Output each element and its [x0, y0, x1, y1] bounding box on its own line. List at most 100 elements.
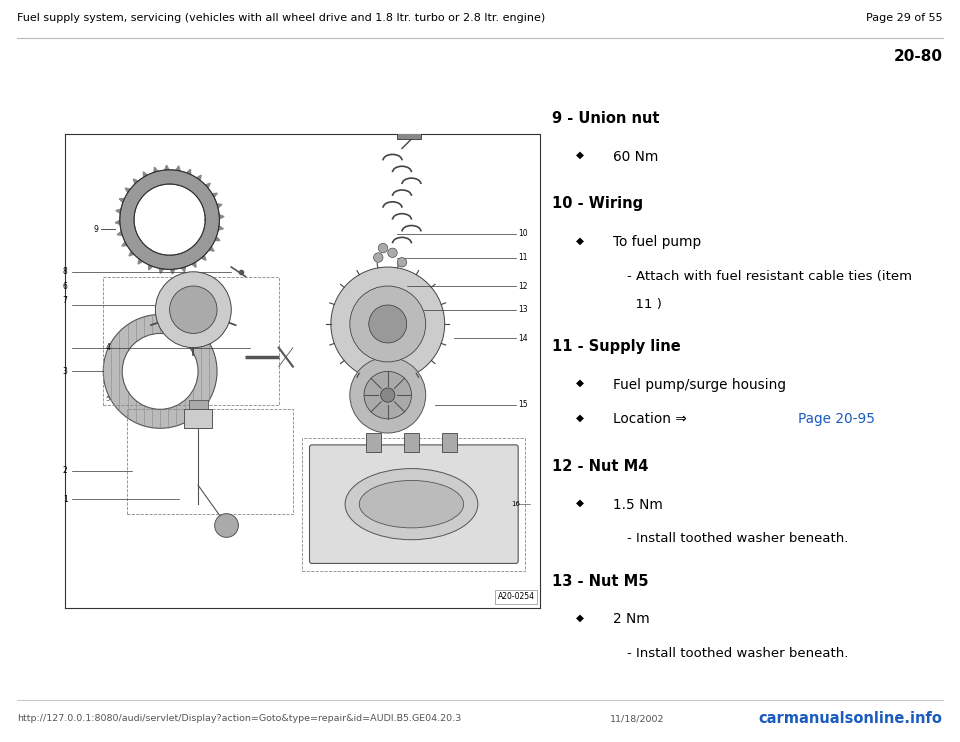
Circle shape: [156, 272, 231, 348]
Text: - Install toothed washer beneath.: - Install toothed washer beneath.: [627, 647, 848, 660]
Text: 6: 6: [62, 281, 67, 291]
Polygon shape: [149, 167, 158, 176]
Ellipse shape: [359, 481, 464, 528]
Text: Fuel pump/surge housing: Fuel pump/surge housing: [613, 378, 786, 392]
Polygon shape: [139, 172, 149, 182]
Circle shape: [349, 286, 425, 362]
Text: 4: 4: [106, 343, 110, 352]
Text: 3: 3: [62, 367, 67, 376]
Ellipse shape: [345, 469, 478, 539]
Text: 16: 16: [512, 501, 520, 508]
Text: ◆: ◆: [576, 235, 584, 246]
Polygon shape: [122, 240, 132, 250]
Polygon shape: [191, 257, 200, 267]
Bar: [367, 433, 381, 452]
Circle shape: [122, 333, 198, 410]
Circle shape: [381, 388, 395, 402]
Text: 11: 11: [518, 253, 528, 262]
Circle shape: [378, 243, 388, 253]
Polygon shape: [191, 175, 202, 182]
Text: 9 - Union nut: 9 - Union nut: [552, 111, 660, 125]
Text: A20-0254: A20-0254: [498, 592, 535, 601]
Text: ◆: ◆: [576, 150, 584, 160]
Bar: [404, 433, 419, 452]
Bar: [302, 438, 525, 571]
Polygon shape: [180, 263, 191, 272]
Text: 14: 14: [518, 334, 528, 343]
Text: 11/18/2002: 11/18/2002: [610, 715, 664, 723]
Polygon shape: [213, 199, 222, 209]
Bar: [184, 410, 212, 428]
Polygon shape: [217, 220, 224, 230]
Text: http://127.0.0.1:8080/audi/servlet/Display?action=Goto&type=repair&id=AUDI.B5.GE: http://127.0.0.1:8080/audi/servlet/Displ…: [17, 715, 462, 723]
Text: Location ⇒: Location ⇒: [613, 413, 691, 427]
Polygon shape: [200, 250, 207, 260]
Text: 1.5 Nm: 1.5 Nm: [613, 498, 663, 512]
Wedge shape: [120, 170, 220, 269]
Text: 2: 2: [63, 467, 67, 476]
Circle shape: [388, 248, 397, 257]
Bar: [443, 433, 457, 452]
Text: ◆: ◆: [576, 612, 584, 623]
Text: 12: 12: [518, 281, 528, 291]
Polygon shape: [129, 250, 139, 257]
Polygon shape: [217, 209, 224, 220]
Polygon shape: [207, 240, 214, 252]
Polygon shape: [138, 257, 149, 264]
Polygon shape: [132, 179, 139, 189]
Text: 10 - Wiring: 10 - Wiring: [552, 197, 643, 211]
Polygon shape: [149, 263, 158, 270]
Polygon shape: [207, 189, 217, 199]
Text: 13 - Nut M5: 13 - Nut M5: [552, 574, 649, 588]
FancyBboxPatch shape: [309, 445, 518, 563]
Polygon shape: [170, 267, 180, 274]
Polygon shape: [213, 230, 220, 240]
Polygon shape: [117, 230, 126, 240]
Polygon shape: [170, 166, 180, 172]
Text: 5: 5: [106, 396, 110, 402]
Text: 60 Nm: 60 Nm: [613, 150, 659, 163]
Text: 11 ): 11 ): [627, 298, 661, 311]
Polygon shape: [180, 169, 191, 176]
Polygon shape: [125, 188, 132, 199]
Polygon shape: [158, 267, 170, 273]
Circle shape: [397, 257, 407, 267]
Bar: [188, 400, 207, 410]
Bar: [127, 410, 293, 513]
Text: 12 - Nut M4: 12 - Nut M4: [552, 459, 648, 474]
Polygon shape: [200, 182, 210, 189]
Text: To fuel pump: To fuel pump: [613, 235, 701, 249]
Circle shape: [170, 286, 217, 333]
Text: Page 20-95: Page 20-95: [798, 413, 875, 427]
Text: Page 29 of 55: Page 29 of 55: [866, 13, 943, 23]
Text: 20-80: 20-80: [894, 49, 943, 64]
Circle shape: [369, 305, 407, 343]
Text: 9: 9: [94, 225, 99, 234]
Text: - Install toothed washer beneath.: - Install toothed washer beneath.: [627, 533, 848, 545]
Polygon shape: [119, 199, 126, 209]
Circle shape: [215, 513, 238, 537]
Text: 10: 10: [518, 229, 528, 238]
Text: carmanualsonline.info: carmanualsonline.info: [758, 712, 943, 726]
Bar: [104, 277, 278, 404]
Text: Fuel supply system, servicing (vehicles with all wheel drive and 1.8 ltr. turbo : Fuel supply system, servicing (vehicles …: [17, 13, 545, 23]
Text: 8: 8: [63, 267, 67, 276]
Polygon shape: [116, 209, 123, 220]
Circle shape: [364, 371, 412, 418]
Text: 1: 1: [63, 495, 67, 504]
Text: ◆: ◆: [576, 498, 584, 508]
Text: 2 Nm: 2 Nm: [613, 612, 650, 626]
Circle shape: [331, 267, 444, 381]
Text: 11 - Supply line: 11 - Supply line: [552, 339, 681, 354]
Polygon shape: [158, 165, 170, 172]
Circle shape: [373, 253, 383, 262]
Text: ◆: ◆: [576, 378, 584, 388]
Bar: [397, 125, 421, 139]
Text: ◆: ◆: [576, 413, 584, 422]
Text: 7: 7: [62, 296, 67, 305]
Circle shape: [104, 315, 217, 428]
Circle shape: [349, 357, 425, 433]
Text: 13: 13: [518, 305, 528, 314]
Text: - Attach with fuel resistant cable ties (item: - Attach with fuel resistant cable ties …: [627, 269, 912, 283]
Text: 15: 15: [518, 400, 528, 409]
